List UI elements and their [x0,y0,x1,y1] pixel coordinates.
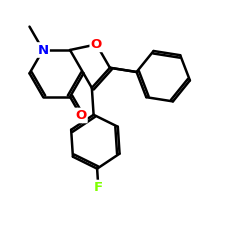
Text: O: O [75,109,86,122]
Text: O: O [91,38,102,51]
Text: N: N [38,44,48,57]
Text: F: F [94,181,103,194]
